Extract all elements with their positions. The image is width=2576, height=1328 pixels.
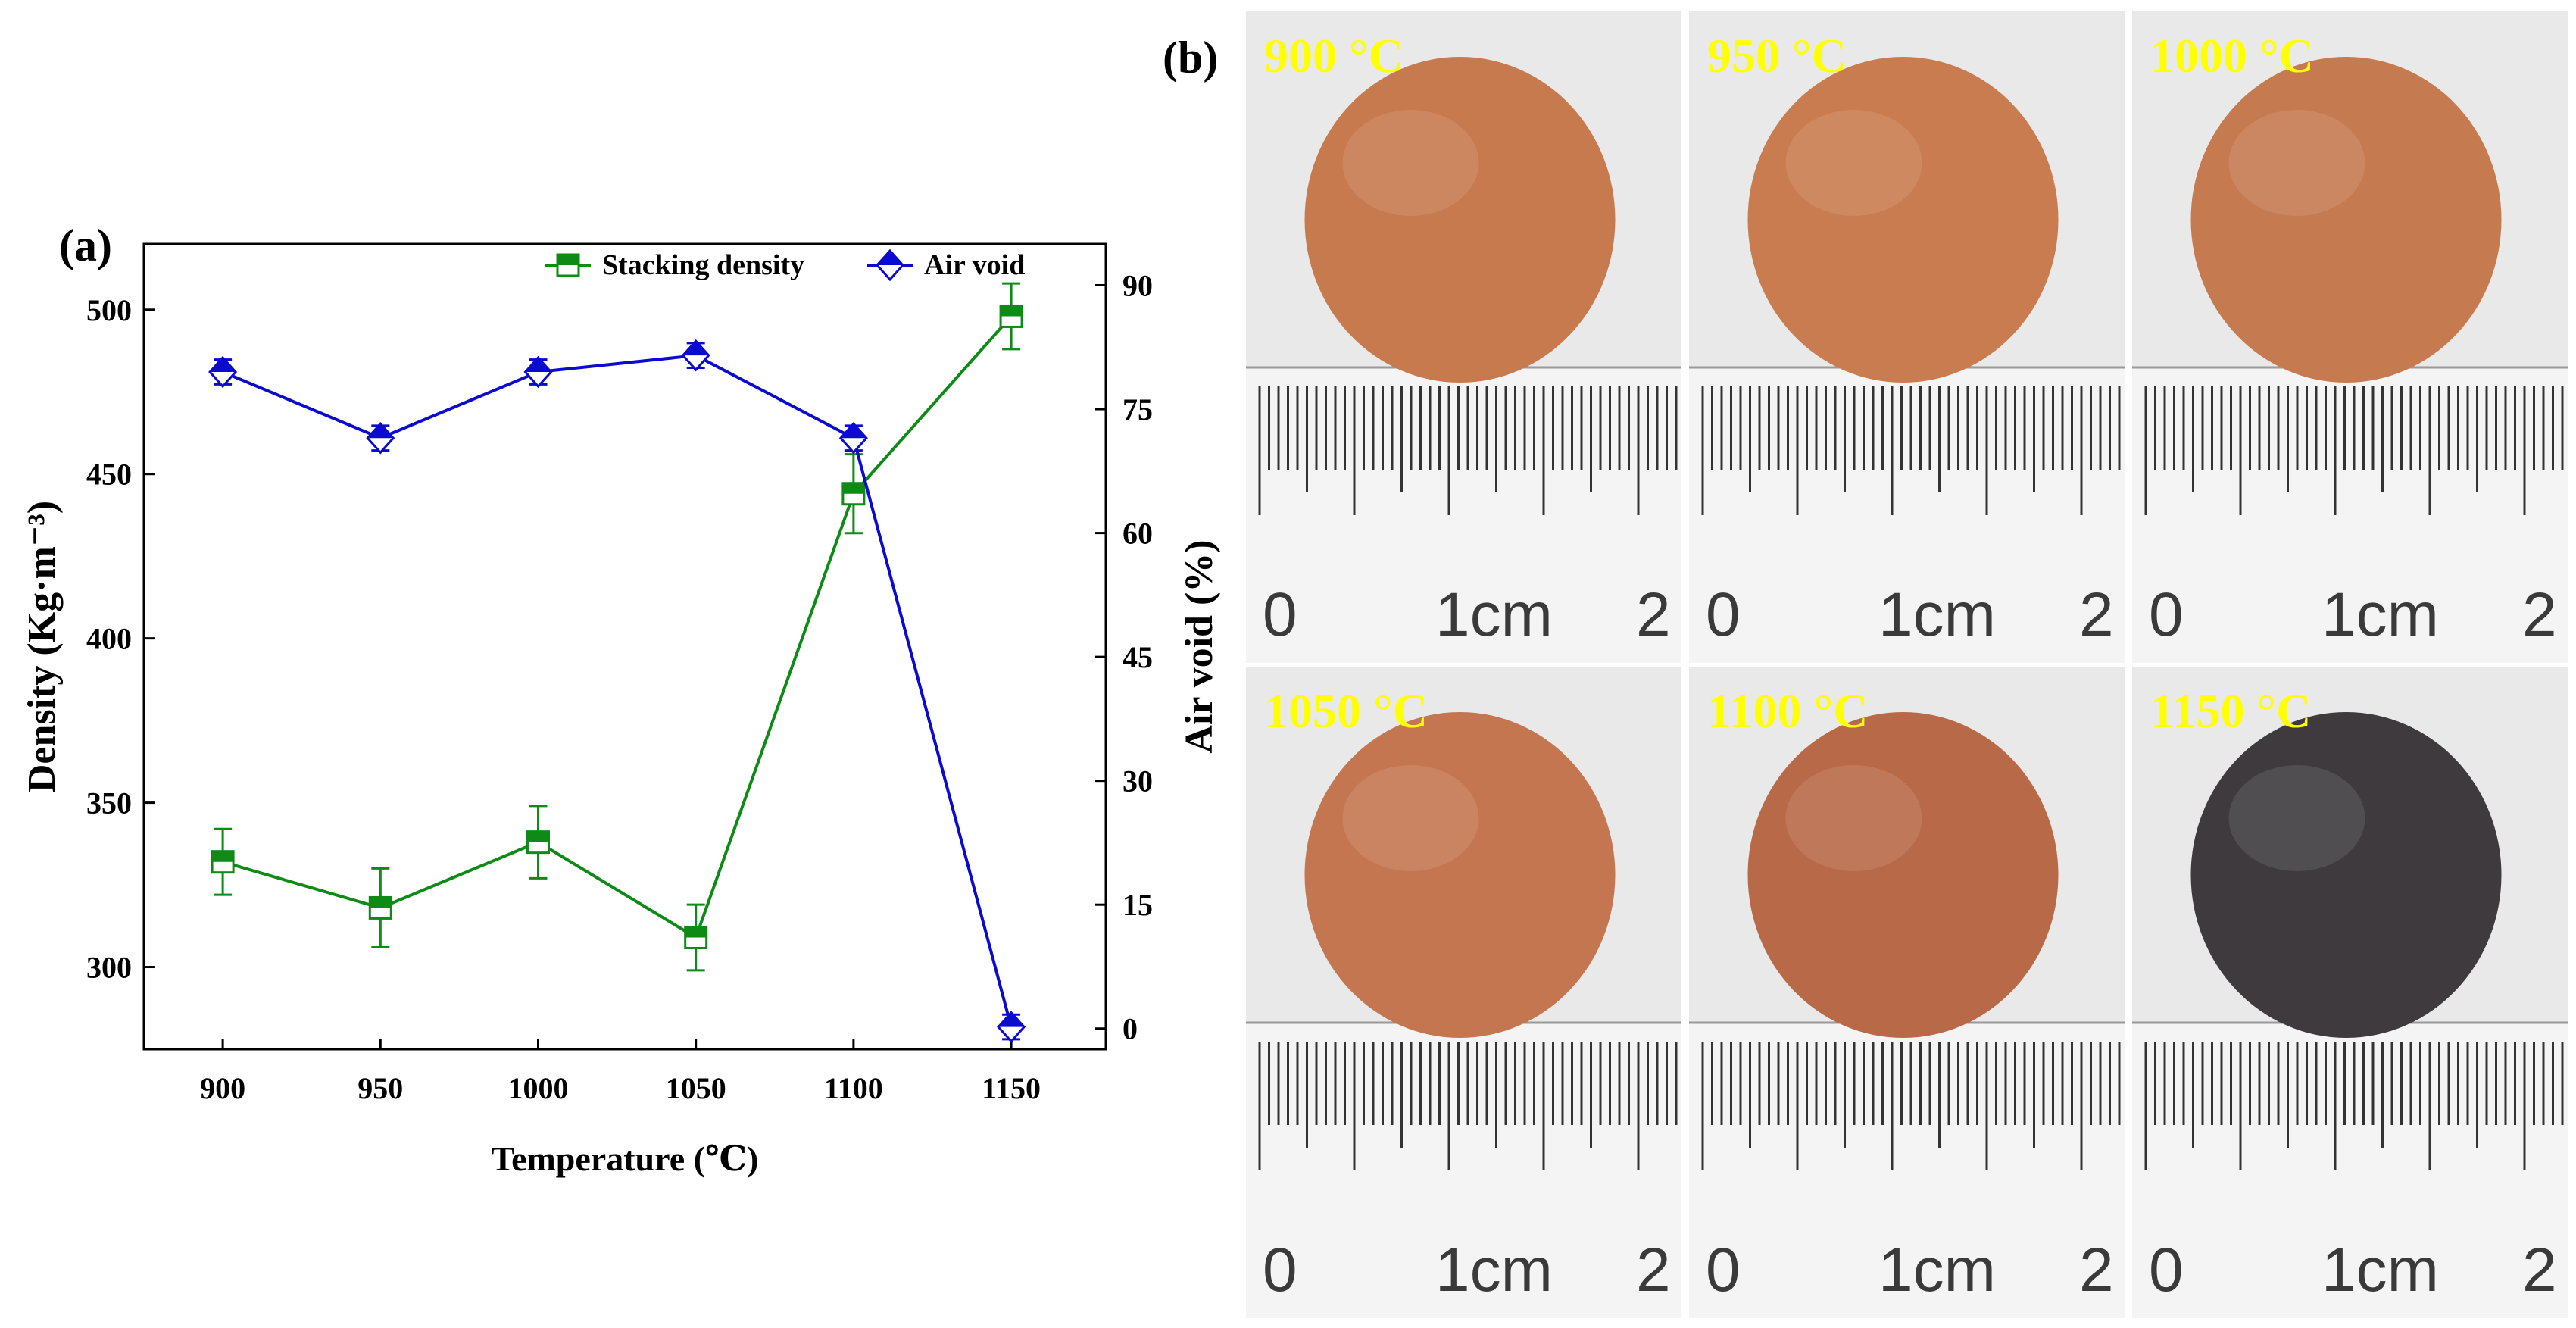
ruler-number: 2 (1636, 580, 1671, 649)
x-tick-label: 950 (358, 1071, 403, 1105)
density-air-void-chart: 900 950 1000 1050 1100 1150 300 350 400 450 500 0 15… (20, 242, 1221, 1178)
y-right-tick-label: 60 (1123, 517, 1153, 551)
legend-label: Air void (924, 249, 1025, 281)
specimen-image (2132, 712, 2568, 1318)
specimen-photo: 0 1cm 2 900 °C (1246, 11, 1681, 663)
clay-ball (2190, 57, 2502, 383)
ruler-number: 0 (1263, 580, 1297, 649)
clay-ball (1747, 57, 2059, 383)
y-right-tick-label: 90 (1123, 269, 1153, 303)
ruler-number: 2 (2522, 1236, 2557, 1305)
ruler-number: 2 (1636, 1236, 1671, 1305)
x-tick-label: 1100 (824, 1071, 883, 1105)
ruler-number: 2 (2079, 1236, 2114, 1305)
temperature-label: 950 °C (1707, 29, 1847, 83)
ruler-number: 1cm (1878, 1236, 1996, 1305)
ruler-number: 0 (1263, 1236, 1297, 1305)
y-right-axis-title: Air void (%) (1178, 539, 1221, 753)
specimen-photo: 0 1cm 2 1000 °C (2132, 11, 2568, 663)
temperature-label: 900 °C (1264, 29, 1404, 83)
temperature-label: 1150 °C (2150, 684, 2312, 738)
panel-b-label: (b) (1163, 33, 1219, 83)
temperature-label: 1000 °C (2150, 29, 2314, 83)
y-right-tick-label: 45 (1123, 640, 1153, 674)
temperature-label: 1050 °C (1264, 684, 1428, 738)
y-left-tick-label: 300 (86, 951, 132, 985)
data-point-fill (682, 341, 709, 356)
ruler-number: 2 (2079, 580, 2114, 649)
data-point-fill (525, 357, 551, 372)
legend-label: Stacking density (602, 249, 804, 281)
data-point-fill (210, 357, 236, 372)
x-tick-label: 1150 (982, 1071, 1041, 1105)
data-point-fill (212, 851, 234, 862)
y-right-tick-label: 15 (1123, 888, 1153, 922)
clay-ball (1747, 712, 2059, 1038)
ruler-number: 1cm (1435, 580, 1553, 649)
specimen-image (2132, 57, 2568, 663)
series-line-0 (222, 315, 1013, 940)
ruler-number: 2 (2522, 580, 2557, 649)
data-point-fill (842, 483, 864, 494)
data-point-fill (1001, 305, 1023, 317)
specimen-photo: 0 1cm 2 950 °C (1689, 11, 2125, 663)
photo-panel: 0 1cm 2 900 °C 0 1cm 2 950 °C 0 1cm 2 1000 °C 0 1cm 2 1… (1246, 11, 2568, 1318)
specimen-photo: 0 1cm 2 1100 °C (1689, 667, 2125, 1318)
data-point-fill (877, 251, 903, 265)
y-left-tick-label: 500 (86, 293, 132, 327)
ruler-number: 0 (2149, 580, 2184, 649)
ruler-number: 0 (1706, 1236, 1741, 1305)
panel-a-label: (a) (59, 220, 112, 270)
y-left-tick-label: 350 (86, 786, 132, 820)
ruler-number: 0 (2149, 1236, 2184, 1305)
data-point-fill (527, 831, 549, 842)
y-left-tick-label: 400 (86, 622, 132, 656)
plot-frame (142, 242, 1107, 1051)
data-point-fill (370, 897, 392, 908)
x-tick-label: 900 (200, 1071, 245, 1105)
x-axis-title: Temperature (℃) (492, 1139, 759, 1178)
data-point-fill (840, 423, 866, 439)
y-right-tick-label: 30 (1123, 764, 1153, 798)
ruler-number: 1cm (1878, 580, 1996, 649)
y-right-tick-label: 75 (1123, 392, 1153, 427)
ruler-number: 0 (1706, 580, 1741, 649)
temperature-label: 1100 °C (1707, 684, 1869, 738)
ruler-number: 1cm (2322, 1236, 2439, 1305)
x-tick-label: 1050 (666, 1071, 726, 1105)
specimen-image (1246, 57, 1681, 663)
y-left-axis-title: Density (Kg·m⁻³) (20, 501, 64, 792)
clay-ball (1304, 57, 1616, 383)
x-tick-label: 1000 (507, 1071, 568, 1105)
series-line-1 (222, 354, 1013, 1028)
clay-ball (2190, 712, 2502, 1038)
ruler-number: 1cm (2322, 580, 2439, 649)
specimen-image (1689, 57, 2125, 663)
y-right-tick-label: 0 (1123, 1012, 1138, 1046)
y-left-tick-label: 450 (86, 458, 132, 492)
data-point-fill (685, 926, 707, 938)
specimen-photo: 0 1cm 2 1050 °C (1246, 667, 1681, 1318)
data-point-fill (557, 255, 579, 265)
data-point-fill (367, 423, 394, 439)
specimen-photo: 0 1cm 2 1150 °C (2132, 667, 2568, 1318)
specimen-image (1246, 712, 1681, 1318)
specimen-image (1689, 712, 2125, 1318)
ruler-number: 1cm (1435, 1236, 1553, 1305)
data-point-fill (998, 1012, 1025, 1027)
clay-ball (1304, 712, 1616, 1038)
